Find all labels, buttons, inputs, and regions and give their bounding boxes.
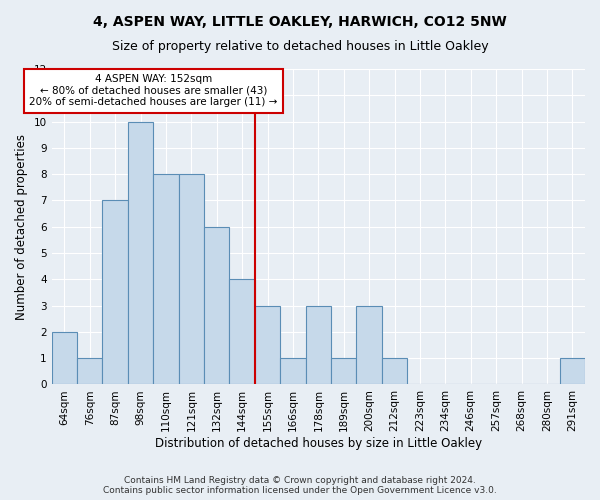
Bar bbox=[255, 306, 280, 384]
Bar bbox=[77, 358, 103, 384]
Bar bbox=[382, 358, 407, 384]
Bar bbox=[179, 174, 204, 384]
Y-axis label: Number of detached properties: Number of detached properties bbox=[15, 134, 28, 320]
Bar bbox=[560, 358, 585, 384]
Bar bbox=[204, 226, 229, 384]
Bar bbox=[103, 200, 128, 384]
Bar bbox=[229, 280, 255, 384]
Text: 4, ASPEN WAY, LITTLE OAKLEY, HARWICH, CO12 5NW: 4, ASPEN WAY, LITTLE OAKLEY, HARWICH, CO… bbox=[93, 15, 507, 29]
Bar bbox=[153, 174, 179, 384]
Bar bbox=[331, 358, 356, 384]
Bar bbox=[356, 306, 382, 384]
Text: Contains HM Land Registry data © Crown copyright and database right 2024.
Contai: Contains HM Land Registry data © Crown c… bbox=[103, 476, 497, 495]
Bar bbox=[128, 122, 153, 384]
Bar bbox=[52, 332, 77, 384]
X-axis label: Distribution of detached houses by size in Little Oakley: Distribution of detached houses by size … bbox=[155, 437, 482, 450]
Text: Size of property relative to detached houses in Little Oakley: Size of property relative to detached ho… bbox=[112, 40, 488, 53]
Bar bbox=[305, 306, 331, 384]
Bar bbox=[280, 358, 305, 384]
Text: 4 ASPEN WAY: 152sqm
← 80% of detached houses are smaller (43)
20% of semi-detach: 4 ASPEN WAY: 152sqm ← 80% of detached ho… bbox=[29, 74, 277, 108]
